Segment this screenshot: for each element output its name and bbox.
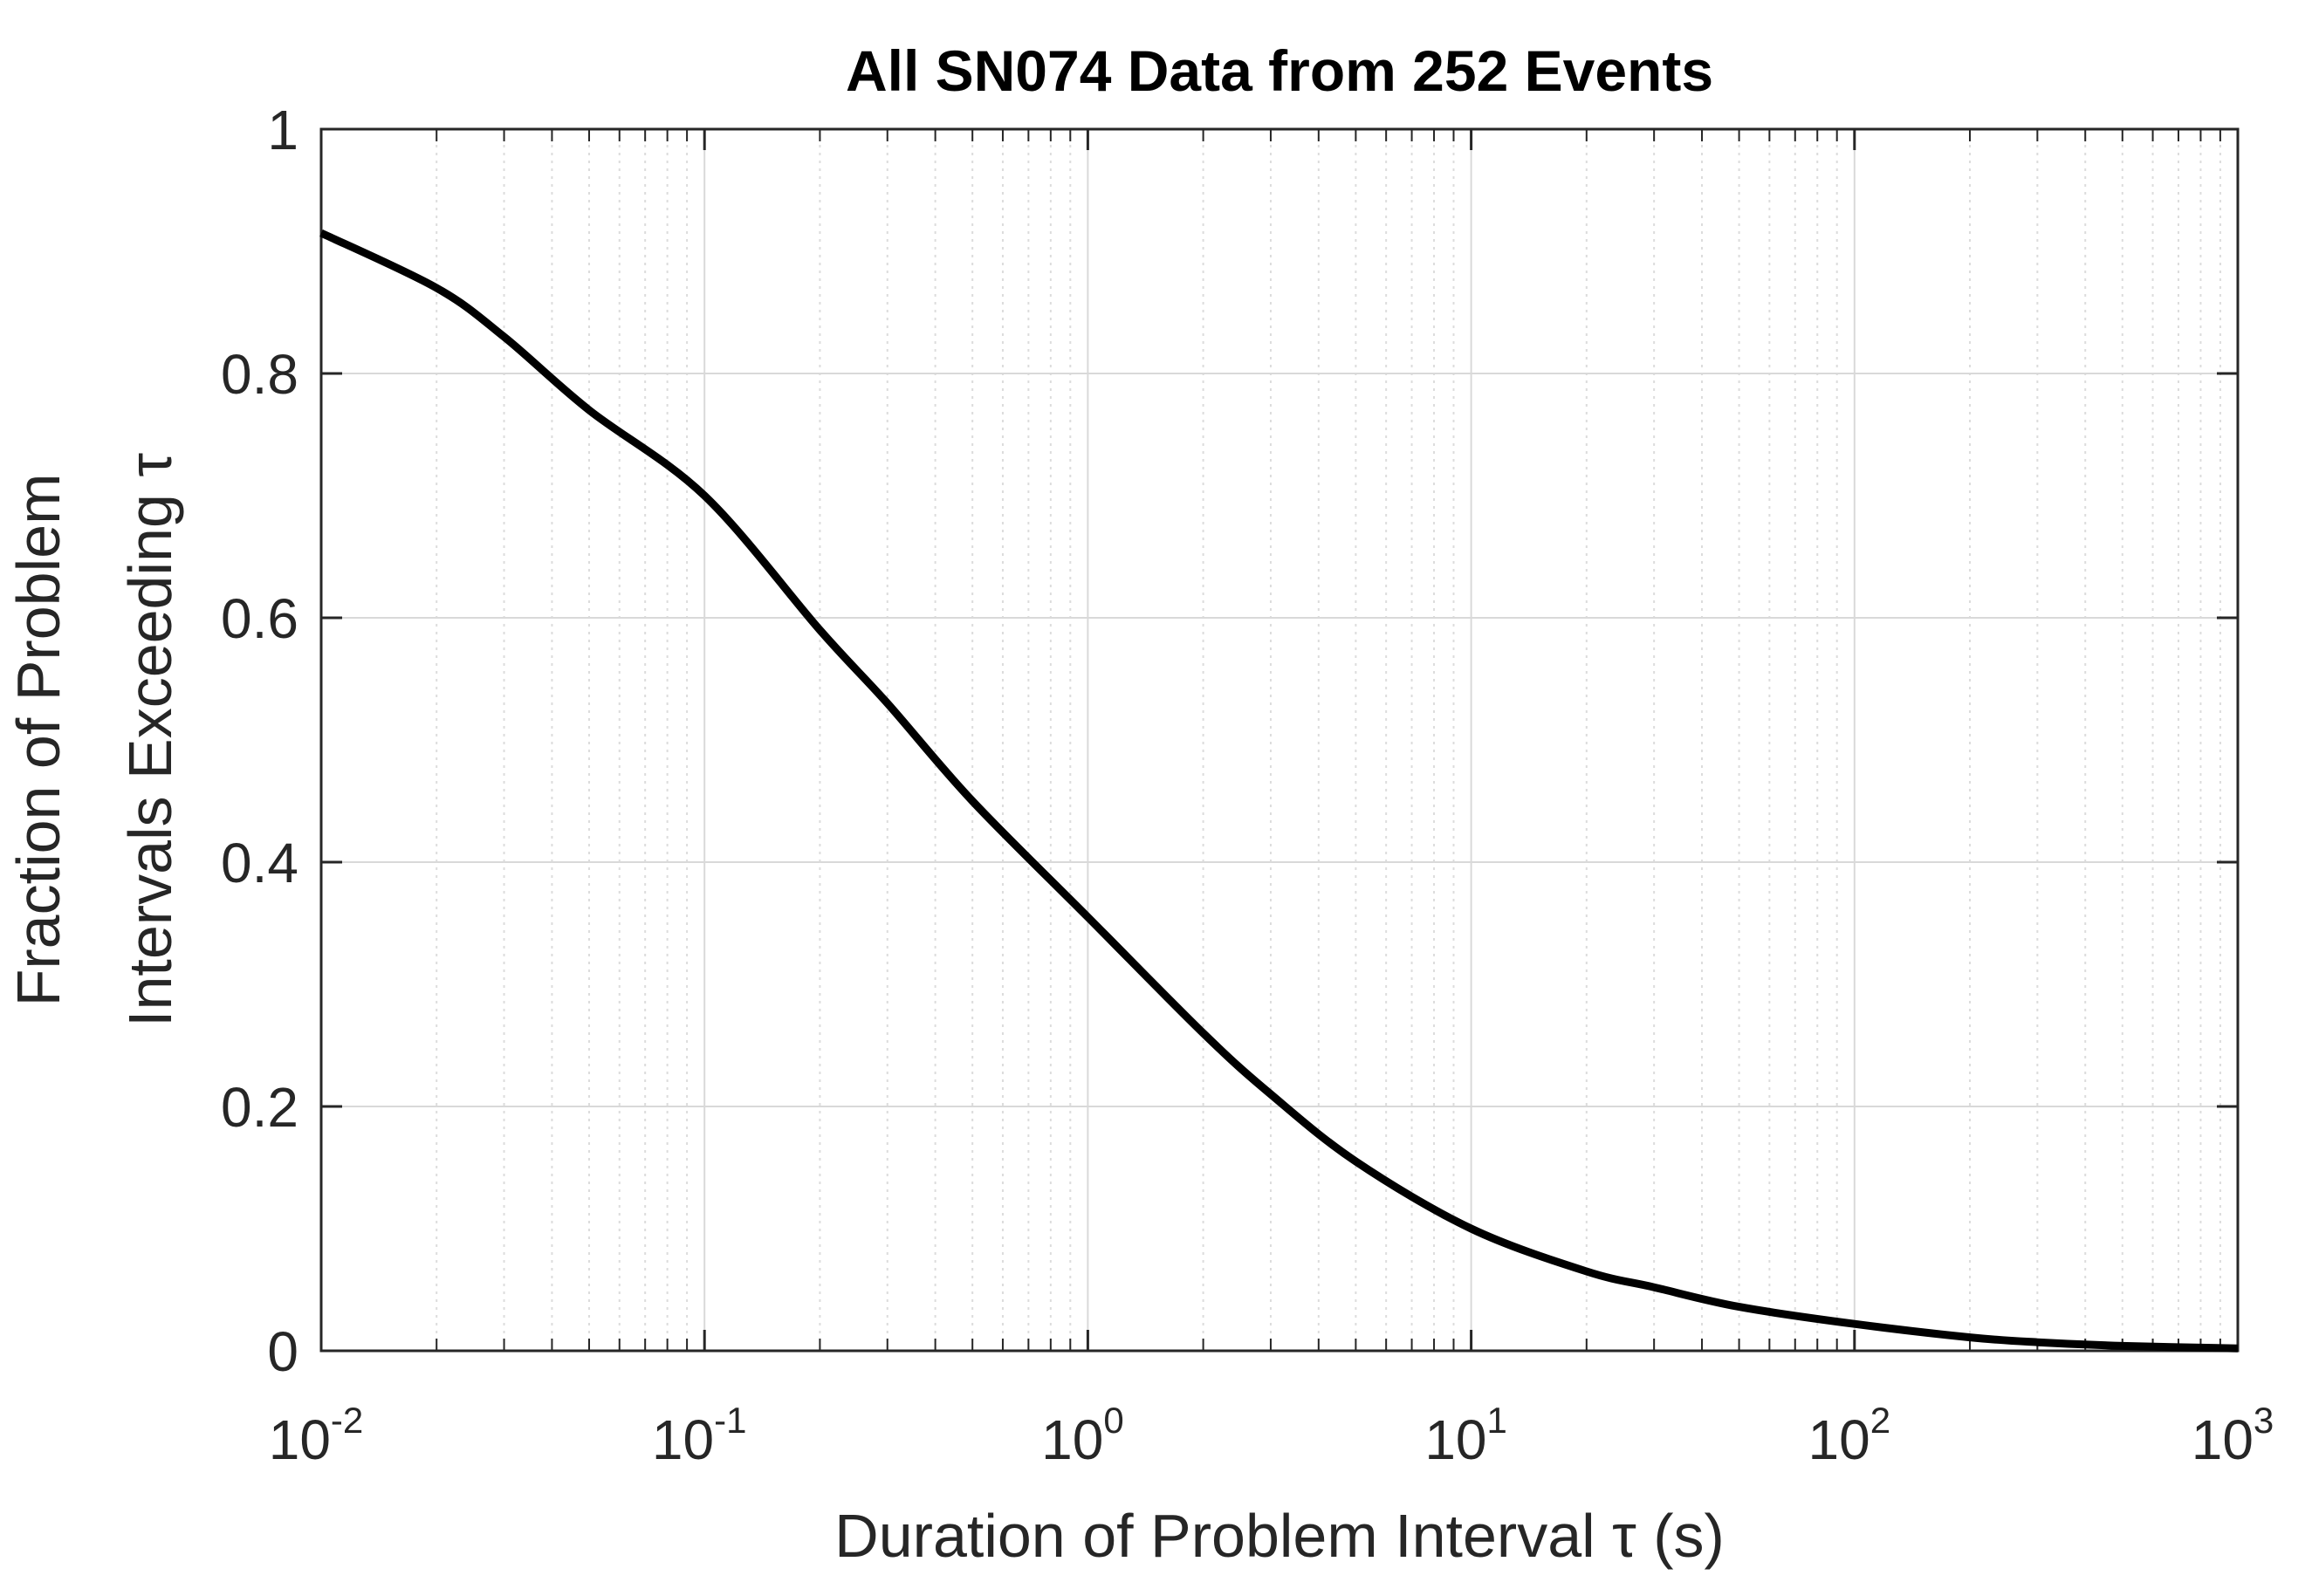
x-tick-label: 103 xyxy=(2192,1400,2274,1471)
y-tick-label: 0.6 xyxy=(221,587,298,650)
x-tick-exponent: 2 xyxy=(1870,1400,1890,1441)
x-tick-base: 10 xyxy=(1808,1408,1870,1471)
x-tick-labels: 10-2 10-1 100 101 102 103 xyxy=(269,1400,2274,1471)
y-tick-label: 0.2 xyxy=(221,1076,298,1139)
x-tick-base: 10 xyxy=(269,1408,331,1471)
y-axis-label-line-2: Intervals Exceeding τ xyxy=(116,453,184,1027)
x-tick-label: 101 xyxy=(1424,1400,1507,1471)
plot-area-border xyxy=(319,127,2240,1353)
x-tick-base: 10 xyxy=(1041,1408,1103,1471)
x-tick-base: 10 xyxy=(652,1408,714,1471)
x-tick-exponent: -2 xyxy=(331,1400,363,1441)
x-tick-label: 10-2 xyxy=(269,1400,364,1471)
x-tick-base: 10 xyxy=(2192,1408,2254,1471)
chart-title: All SN074 Data from 252 Events xyxy=(846,38,1713,103)
x-tick-exponent: 0 xyxy=(1103,1400,1123,1441)
y-tick-label: 0.4 xyxy=(221,832,298,894)
x-tick-base: 10 xyxy=(1424,1408,1486,1471)
x-tick-exponent: 1 xyxy=(1487,1400,1507,1441)
x-axis-label: Duration of Problem Interval τ (s) xyxy=(834,1502,1725,1570)
y-tick-label: 0.8 xyxy=(221,343,298,406)
x-tick-exponent: -1 xyxy=(714,1400,746,1441)
y-axis-label-line-1: Fraction of Problem xyxy=(4,474,72,1007)
x-tick-label: 100 xyxy=(1041,1400,1124,1471)
x-tick-label: 102 xyxy=(1808,1400,1891,1471)
y-tick-labels: 0 0.2 0.4 0.6 0.8 1 xyxy=(221,99,298,1383)
y-tick-label: 0 xyxy=(267,1320,298,1383)
series-line-sn074 xyxy=(319,229,2239,1353)
x-tick-exponent: 3 xyxy=(2254,1400,2274,1441)
series-layer xyxy=(319,229,2239,1353)
x-tick-label: 10-1 xyxy=(652,1400,747,1471)
y-tick-label: 1 xyxy=(267,99,298,161)
